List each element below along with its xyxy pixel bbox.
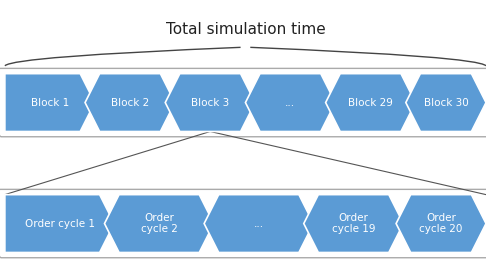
Polygon shape (85, 74, 175, 132)
Polygon shape (204, 195, 313, 252)
Text: Block 30: Block 30 (423, 98, 469, 108)
Text: Order
cycle 19: Order cycle 19 (332, 213, 375, 234)
Text: Total simulation time: Total simulation time (166, 22, 325, 37)
Text: Order
cycle 2: Order cycle 2 (141, 213, 177, 234)
Polygon shape (5, 74, 95, 132)
Text: Order
cycle 20: Order cycle 20 (419, 213, 463, 234)
Polygon shape (406, 74, 486, 132)
Text: Block 29: Block 29 (348, 98, 393, 108)
Polygon shape (396, 195, 486, 252)
Text: Order cycle 1: Order cycle 1 (24, 219, 95, 229)
Text: Block 1: Block 1 (31, 98, 69, 108)
Text: ...: ... (254, 219, 264, 229)
Polygon shape (304, 195, 403, 252)
Polygon shape (326, 74, 416, 132)
Polygon shape (165, 74, 255, 132)
Polygon shape (5, 195, 114, 252)
Polygon shape (104, 195, 214, 252)
Text: Block 3: Block 3 (191, 98, 229, 108)
Text: Block 2: Block 2 (111, 98, 149, 108)
Polygon shape (245, 74, 335, 132)
Text: ...: ... (285, 98, 295, 108)
